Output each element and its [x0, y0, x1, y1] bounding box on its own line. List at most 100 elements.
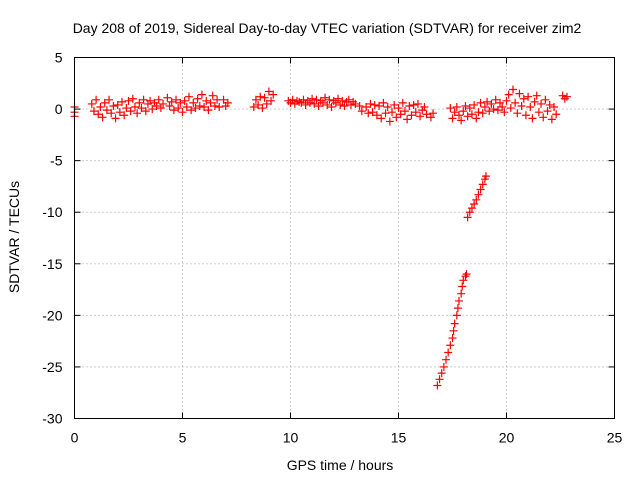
data-point [409, 100, 418, 109]
data-point [498, 103, 507, 112]
data-point [433, 381, 442, 390]
data-point [442, 355, 451, 364]
data-point [489, 105, 498, 114]
y-axis-label: SDTVAR / TECUs [6, 181, 22, 293]
data-point [299, 95, 308, 104]
data-point [111, 114, 120, 123]
x-tick-label: 0 [71, 430, 79, 446]
x-tick-label: 15 [391, 430, 407, 446]
data-point [543, 107, 552, 116]
data-point [135, 98, 144, 107]
data-point [541, 95, 550, 104]
data-point [470, 199, 479, 208]
data-point [416, 112, 425, 121]
data-point [187, 106, 196, 115]
data-point [314, 101, 323, 110]
data-point [392, 113, 401, 122]
data-point [422, 110, 431, 119]
data-point [426, 113, 435, 122]
data-point [334, 94, 343, 103]
data-point [500, 108, 509, 117]
data-point [513, 109, 522, 118]
data-point [96, 103, 105, 112]
data-point [403, 115, 412, 124]
data-point [323, 100, 332, 109]
data-point [251, 95, 260, 104]
data-point [398, 98, 407, 107]
data-point [210, 101, 219, 110]
data-point [457, 289, 466, 298]
data-point [167, 97, 176, 106]
x-tick-label: 25 [607, 430, 623, 446]
data-point [429, 109, 438, 118]
data-point [449, 326, 458, 335]
y-tick-label: -30 [42, 411, 62, 427]
data-point [178, 108, 187, 117]
data-point [312, 95, 321, 104]
data-point [502, 96, 511, 105]
data-point [457, 116, 466, 125]
data-point [508, 85, 517, 94]
data-point [381, 109, 390, 118]
data-point [407, 111, 416, 120]
data-point [547, 115, 556, 124]
grid [74, 57, 615, 419]
data-point [552, 110, 561, 119]
data-point [193, 94, 202, 103]
y-tick-label: 5 [55, 50, 63, 66]
data-point [336, 100, 345, 109]
data-point [476, 185, 485, 194]
data-point [504, 90, 513, 99]
data-point [180, 96, 189, 105]
data-point [113, 100, 122, 109]
data-point [526, 103, 535, 112]
data-point [372, 111, 381, 120]
data-point [109, 101, 118, 110]
data-point [120, 111, 129, 120]
data-point [474, 190, 483, 199]
data-point [267, 96, 276, 105]
data-point [493, 106, 502, 115]
data-point [375, 101, 384, 110]
data-point [462, 270, 471, 279]
data-point [172, 95, 181, 104]
data-point [396, 110, 405, 119]
data-point [115, 108, 124, 117]
data-point [485, 107, 494, 116]
data-point [472, 114, 481, 123]
data-point [400, 107, 409, 116]
data-point [390, 100, 399, 109]
data-point [521, 111, 530, 120]
data-point [152, 101, 161, 110]
data-point [139, 95, 148, 104]
data-point [89, 107, 98, 116]
data-point [461, 272, 470, 281]
data-point [204, 106, 213, 115]
data-point [344, 95, 353, 104]
data-point [107, 109, 116, 118]
data-point [197, 90, 206, 99]
data-point [481, 172, 490, 181]
data-point [258, 104, 267, 113]
data-point [448, 114, 457, 123]
data-point [154, 95, 163, 104]
data-point [483, 97, 492, 106]
data-point [511, 98, 520, 107]
data-point [137, 104, 146, 113]
data-point [146, 96, 155, 105]
data-point [562, 92, 571, 101]
data-point [260, 93, 269, 102]
y-tick-label: -20 [42, 307, 62, 323]
data-point [450, 108, 459, 117]
data-point [452, 311, 461, 320]
data-point [377, 114, 386, 123]
data-point [321, 93, 330, 102]
data-point [528, 114, 537, 123]
data-point [362, 103, 371, 112]
y-tick-label: -25 [42, 359, 62, 375]
data-point [98, 113, 107, 122]
data-point [87, 99, 96, 108]
data-point [310, 99, 319, 108]
